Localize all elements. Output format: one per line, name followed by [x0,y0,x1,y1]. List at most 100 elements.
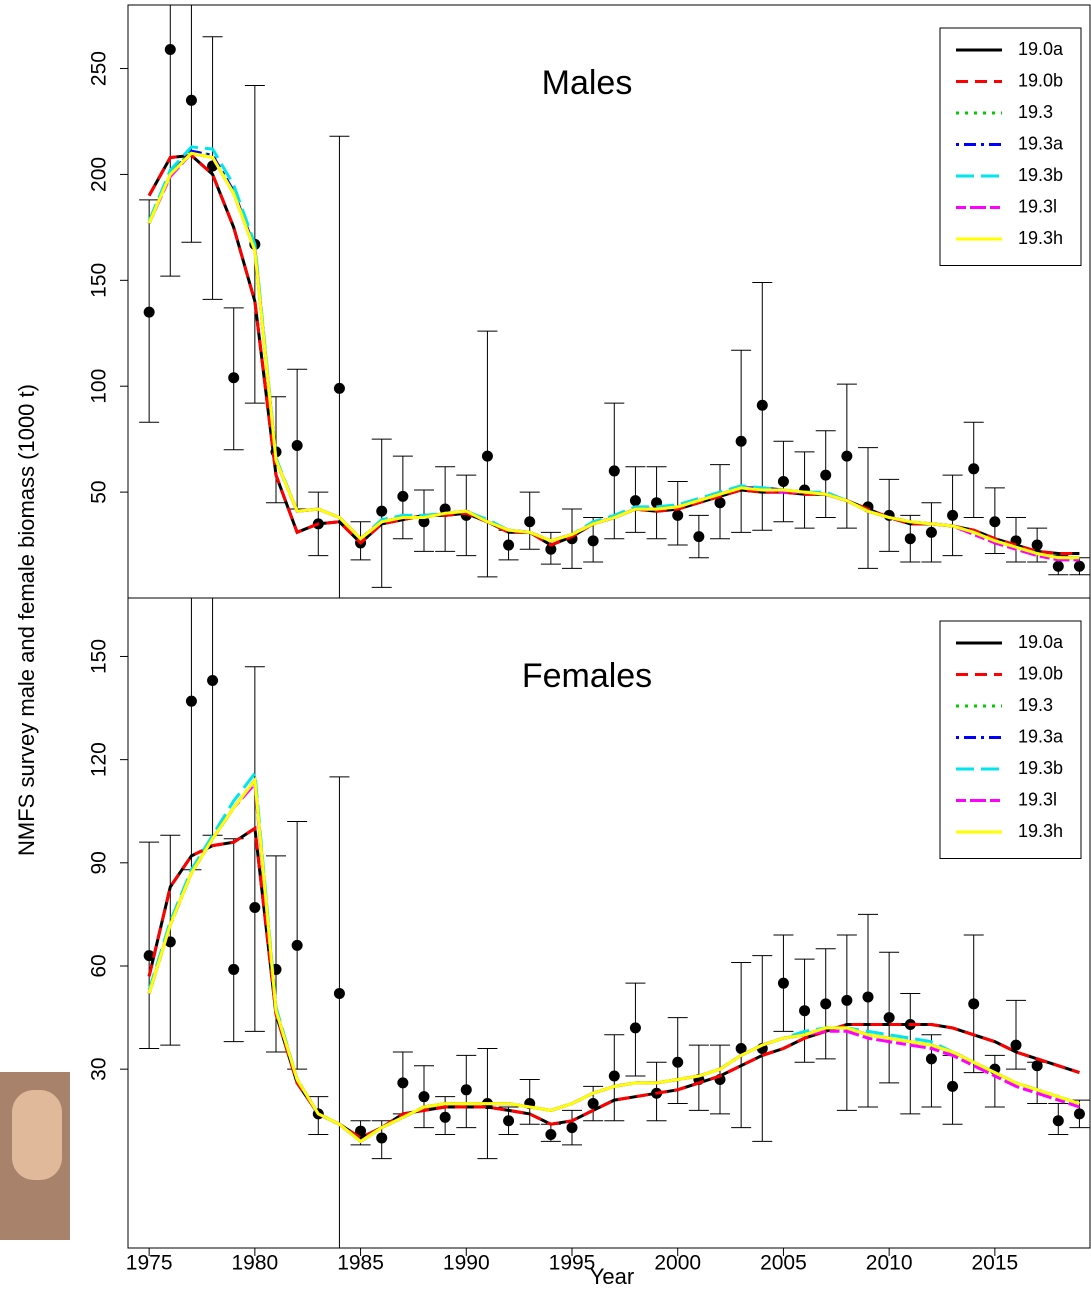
photo-face [12,1090,62,1180]
legend-label: 19.3b [1018,758,1063,778]
observed-point [968,463,980,475]
observed-point [672,1056,684,1068]
observed-point [968,998,980,1010]
legend-label: 19.0b [1018,663,1063,683]
observed-point [397,490,409,502]
y-tick-label: 120 [88,742,111,777]
error-bar [287,368,308,510]
observed-point [418,516,430,528]
observed-point [925,1053,937,1065]
observed-point [1031,1060,1043,1072]
model-line [147,151,1080,560]
observed-point [608,1070,620,1082]
observed-point [820,469,832,481]
observed-point [143,306,155,318]
error-bar [202,598,223,836]
error-bar [223,838,244,1043]
y-tick-label: 50 [88,480,111,503]
observed-point [503,1115,515,1127]
observed-point [989,516,1001,528]
legend-label: 19.3b [1018,165,1063,185]
observed-point [883,1012,895,1024]
panel-title: Males [542,64,633,102]
legend-label: 19.0b [1018,70,1063,90]
y-tick-label: 100 [88,369,111,404]
observed-point [862,991,874,1003]
observed-point [587,1098,599,1110]
x-tick-label: 2015 [971,1252,1018,1275]
x-tick-label: 1990 [443,1252,490,1275]
observed-point [439,1111,451,1123]
observed-point [693,531,705,543]
observed-point [291,939,303,951]
observed-point [228,372,240,384]
observed-point [735,435,747,447]
plot-area [139,598,1090,1248]
x-tick-label: 1995 [549,1252,596,1275]
observed-point [1052,560,1064,572]
error-bar [244,666,265,1032]
error-bar [266,855,286,1053]
observed-point [418,1091,430,1103]
x-axis-title: Year [590,1264,634,1289]
error-bar [181,5,202,243]
observed-point [1052,1115,1064,1127]
observed-point [503,539,515,551]
legend-label: 19.3h [1018,821,1063,841]
observed-point [291,440,303,452]
legend-label: 19.0a [1018,632,1064,652]
x-tick-label: 1975 [126,1252,173,1275]
y-tick-label: 150 [88,263,111,298]
error-bar [139,841,160,1050]
x-tick-label: 1980 [231,1252,278,1275]
error-bar [921,1034,942,1108]
error-bar [329,776,350,1248]
observed-point [1073,560,1085,572]
observed-point [376,1132,388,1144]
y-tick-label: 30 [88,1057,111,1080]
observed-point [925,526,937,538]
panel-title: Females [522,657,652,695]
observed-point [1010,1039,1022,1051]
plot-area [139,5,1090,598]
observed-point [735,1043,747,1055]
observed-point [185,695,197,707]
legend-box [939,27,1082,266]
x-tick-label: 2000 [654,1252,701,1275]
legend-label: 19.3a [1018,726,1064,746]
error-bar [984,1054,1005,1108]
observed-point [164,936,176,948]
y-tick-label: 200 [88,157,111,192]
observed-point [947,509,959,521]
legend-label: 19.0a [1018,39,1064,59]
error-bar [858,913,878,1108]
observed-point [228,963,240,975]
y-tick-label: 150 [88,639,111,674]
legend-label: 19.3a [1018,133,1064,153]
observed-point [777,977,789,989]
legend-label: 19.3h [1018,228,1063,248]
observed-point [185,94,197,106]
observed-point [714,497,726,509]
observed-point [545,1129,557,1141]
observed-point [672,509,684,521]
plot-frame [127,597,1091,1249]
observed-point [481,450,493,462]
observed-point [1031,539,1043,551]
observed-point [629,1022,641,1034]
legend-label: 19.3l [1018,789,1057,809]
y-axis-title: NMFS survey male and female biomass (100… [14,384,39,856]
observed-point [355,1125,367,1137]
observed-point [397,1077,409,1089]
observed-point [524,516,536,528]
observed-point [587,535,599,547]
y-tick-label: 60 [88,954,111,977]
observed-point [1073,1108,1085,1120]
observed-point [333,988,345,1000]
observed-point [545,543,557,555]
observed-point [756,399,768,411]
observed-point [904,533,916,545]
observed-point [249,902,261,914]
observed-point [608,465,620,477]
